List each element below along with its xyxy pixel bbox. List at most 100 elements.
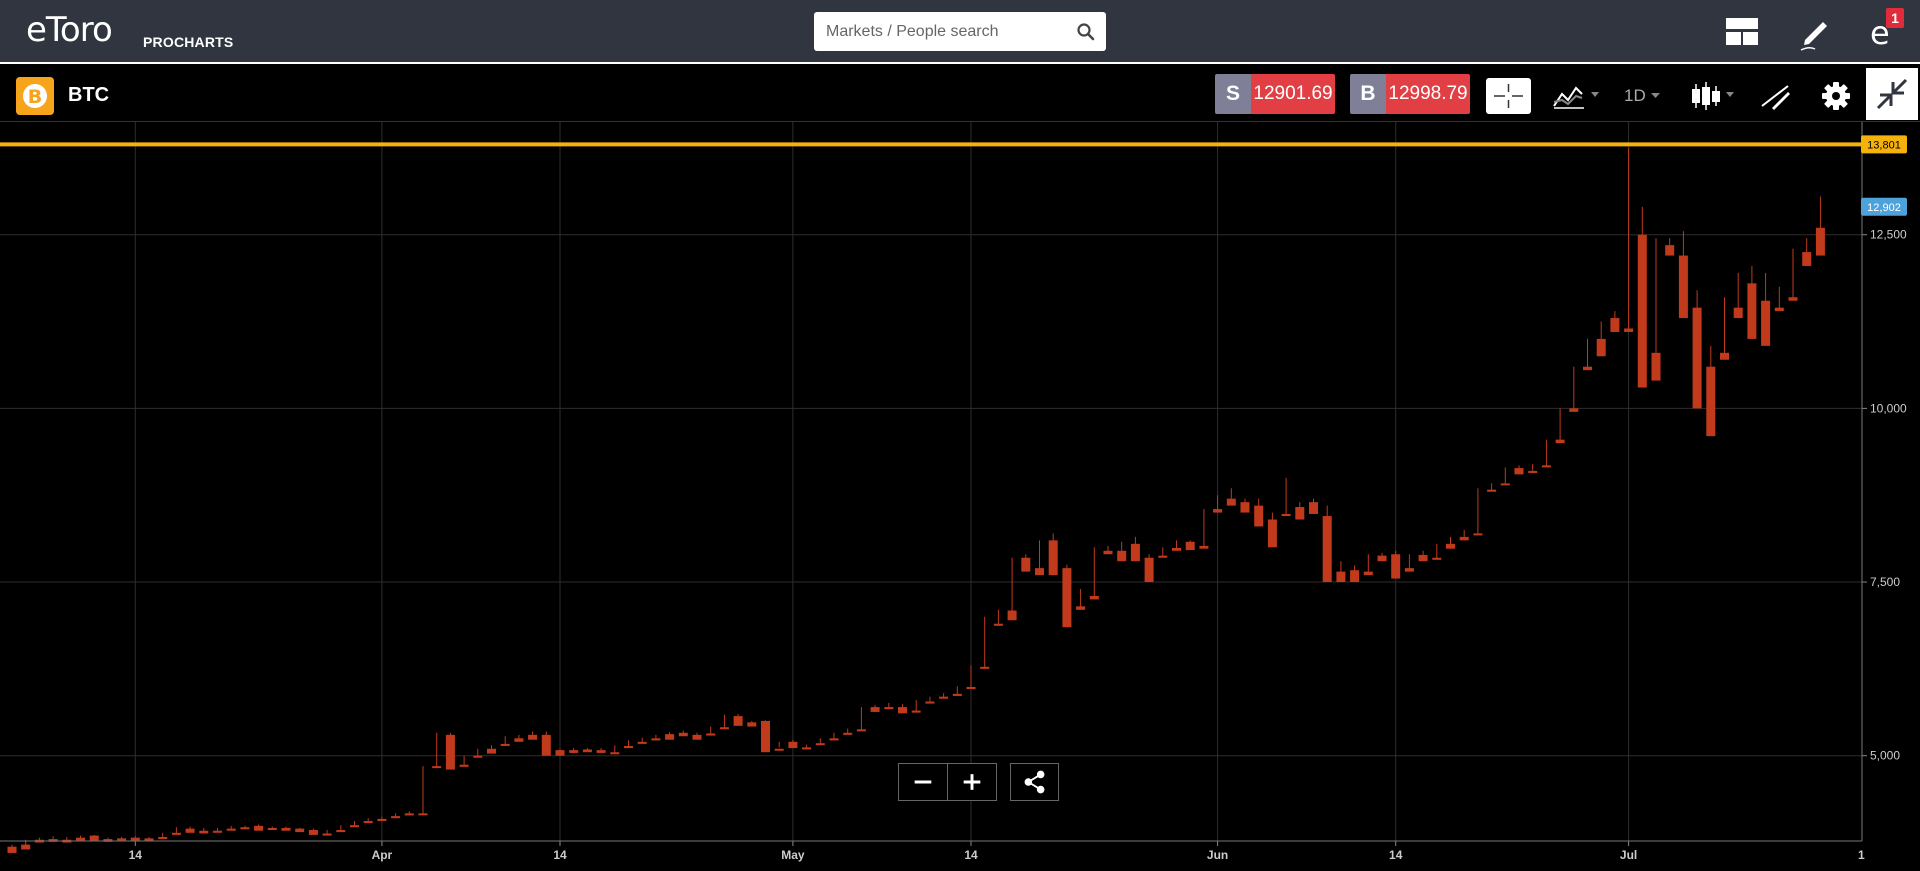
candle-body	[281, 827, 291, 831]
candle-body	[788, 741, 798, 749]
candle-body	[254, 825, 264, 831]
candle-body	[624, 745, 633, 749]
candle-body	[1226, 498, 1236, 506]
buy-button[interactable]: B 12998.79	[1350, 74, 1470, 114]
candle-body	[1404, 568, 1414, 572]
candle-body	[432, 766, 442, 769]
zoom-in-icon[interactable]	[948, 764, 996, 800]
crosshair-icon[interactable]	[1486, 78, 1531, 114]
svg-text:e: e	[1870, 14, 1890, 52]
candle-body	[1678, 255, 1688, 319]
candle-body	[555, 750, 565, 756]
candle-body	[322, 833, 332, 836]
candle-body	[939, 696, 949, 699]
x-tick-label: Jun	[1207, 848, 1228, 862]
candle-body	[1733, 307, 1743, 319]
candle-body	[856, 729, 866, 732]
candle-body	[48, 839, 58, 842]
price-chart[interactable]: 5,000 7,500 10,000 12,500 14 Apr 14 May 14 Jun 14 J…	[0, 122, 1920, 871]
candle-body	[1322, 516, 1332, 583]
candle-body	[1610, 318, 1620, 332]
buy-price[interactable]: 12998.79	[1386, 74, 1470, 114]
candle-body	[117, 838, 127, 841]
candle-body	[391, 816, 401, 819]
candle-body	[103, 839, 113, 842]
zoom-out-icon[interactable]	[899, 764, 948, 800]
pencil-icon[interactable]	[1795, 12, 1835, 52]
candle-body	[1774, 307, 1784, 312]
search-input[interactable]	[826, 12, 1066, 51]
collapse-icon[interactable]	[1866, 68, 1918, 120]
x-tick-label: 14	[553, 848, 567, 862]
candle-body	[404, 813, 414, 816]
candle-body	[665, 734, 675, 740]
y-tick-label: 5,000	[1870, 749, 1900, 763]
candle-body	[706, 733, 716, 736]
candle-body	[1446, 543, 1455, 549]
candle-body	[226, 828, 236, 831]
candle-body	[1514, 468, 1524, 475]
gear-icon[interactable]	[1818, 78, 1854, 114]
sell-button[interactable]: S 12901.69	[1215, 74, 1335, 114]
x-edge-label: 1	[1858, 848, 1865, 862]
candle-body	[76, 837, 85, 841]
last-price-tag	[1861, 197, 1907, 216]
chevron-down-icon[interactable]	[1649, 78, 1663, 114]
indicators-icon[interactable]	[1550, 78, 1604, 114]
share-icon[interactable]	[1010, 763, 1059, 801]
candle-body	[733, 716, 743, 726]
layout-icon[interactable]	[1722, 12, 1762, 52]
candlestick-icon[interactable]	[1688, 78, 1740, 114]
candle-body	[377, 818, 387, 821]
candle-body	[1692, 307, 1702, 409]
y-tick-label: 10,000	[1870, 401, 1907, 415]
candle-body	[1309, 502, 1318, 514]
candle-body	[1144, 557, 1154, 583]
candle-body	[1802, 252, 1812, 266]
candle-body	[1747, 283, 1757, 339]
candle-body	[993, 623, 1003, 626]
candle-body	[336, 830, 346, 833]
candle-body	[445, 734, 455, 770]
notification-badge[interactable]: 1	[1886, 8, 1904, 28]
etoro-account-icon[interactable]: e	[1864, 12, 1904, 52]
candle-body	[1281, 513, 1291, 517]
candle-body	[1185, 541, 1195, 551]
candle-body	[1350, 570, 1360, 583]
candle-body	[1651, 352, 1661, 381]
candle-body	[1459, 536, 1469, 541]
search-icon[interactable]	[1076, 22, 1096, 42]
bitcoin-icon: B	[16, 77, 54, 115]
candle-body	[1048, 540, 1058, 576]
candle-body	[870, 707, 880, 712]
draw-icon[interactable]	[1758, 78, 1794, 114]
etoro-logo[interactable]: eToro	[26, 10, 113, 50]
candle-body	[1267, 519, 1277, 548]
x-tick-label: Jul	[1620, 848, 1637, 862]
candle-body	[7, 846, 17, 853]
candle-body	[980, 666, 990, 669]
chart-grid	[0, 122, 1862, 841]
candle-body	[171, 832, 181, 835]
candle-body	[1172, 548, 1181, 551]
candle-body	[596, 750, 606, 753]
candle-body	[1761, 300, 1771, 346]
candle-body	[678, 732, 688, 737]
candle-body	[1021, 557, 1031, 572]
candle-body	[829, 738, 839, 741]
svg-text:B: B	[28, 86, 42, 108]
horizontal-line-label: 13,801	[1867, 139, 1901, 151]
candle-body	[747, 722, 757, 727]
candle-body	[1130, 543, 1140, 562]
search-box[interactable]	[814, 12, 1106, 51]
candle-body	[1158, 555, 1168, 558]
candle-body	[1720, 352, 1729, 360]
candle-body	[1254, 505, 1264, 527]
buy-tag[interactable]: B	[1350, 74, 1386, 114]
candle-body	[911, 710, 921, 713]
candle-body	[1815, 227, 1825, 256]
sell-price[interactable]: 12901.69	[1251, 74, 1335, 114]
sell-tag[interactable]: S	[1215, 74, 1251, 114]
zoom-controls	[898, 763, 997, 801]
timeframe-selector[interactable]: 1D	[1624, 86, 1646, 105]
